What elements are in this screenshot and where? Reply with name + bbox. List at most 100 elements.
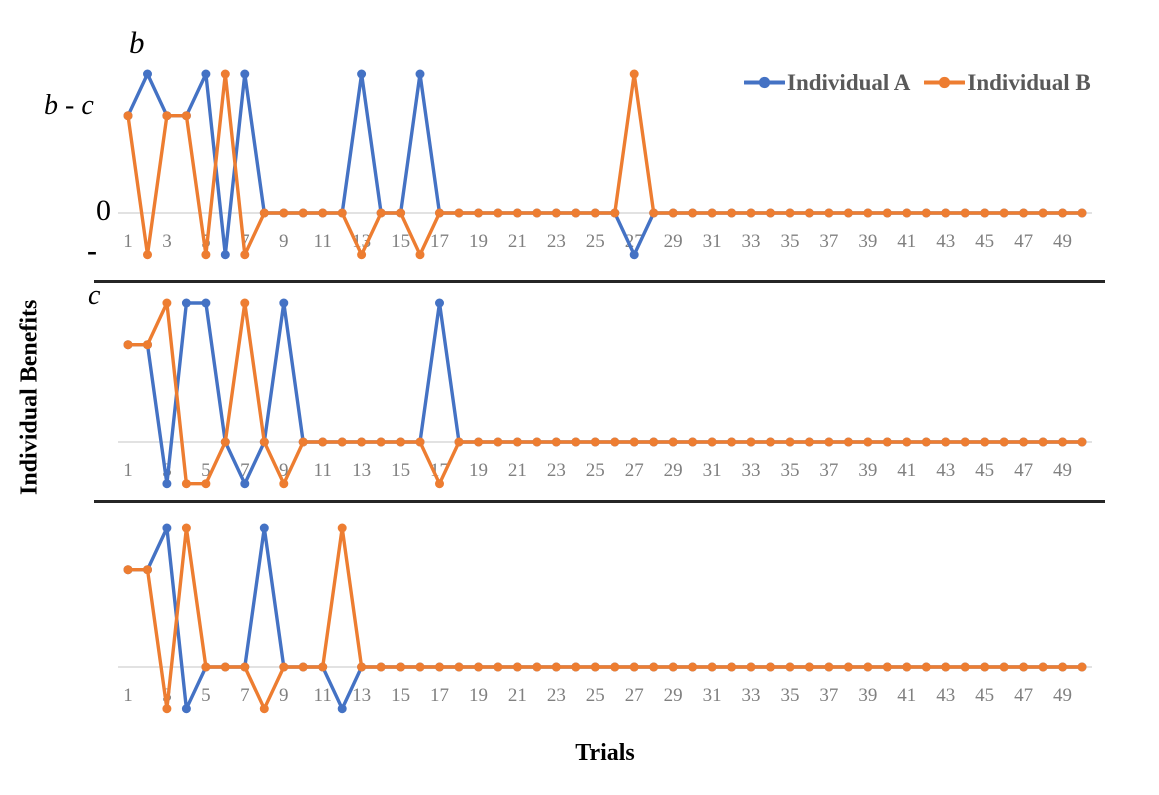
x-tick-top-1: 1 bbox=[123, 231, 133, 252]
data-point bbox=[298, 662, 308, 672]
x-tick-bottom-5: 5 bbox=[201, 685, 211, 706]
data-point bbox=[143, 340, 152, 350]
legend-marker-individual-b bbox=[924, 76, 966, 89]
data-point bbox=[688, 208, 698, 218]
x-tick-top-47: 47 bbox=[1014, 231, 1033, 252]
data-point bbox=[337, 704, 347, 714]
data-point bbox=[551, 662, 561, 672]
data-point bbox=[435, 298, 444, 308]
data-point bbox=[220, 69, 230, 79]
data-point bbox=[454, 437, 464, 447]
x-tick-middle-41: 41 bbox=[897, 460, 916, 481]
data-point bbox=[279, 208, 289, 218]
x-tick-middle-35: 35 bbox=[780, 460, 799, 481]
x-axis-title: Trials bbox=[575, 740, 635, 766]
x-tick-middle-13: 13 bbox=[352, 460, 371, 481]
data-point bbox=[863, 208, 873, 218]
x-tick-top-11: 11 bbox=[314, 231, 332, 252]
x-tick-middle-49: 49 bbox=[1053, 460, 1072, 481]
x-tick-middle-5: 5 bbox=[201, 460, 211, 481]
data-point bbox=[532, 437, 542, 447]
data-point bbox=[435, 479, 444, 489]
data-point bbox=[590, 437, 600, 447]
data-point bbox=[162, 298, 172, 308]
data-point bbox=[259, 208, 269, 218]
data-point bbox=[162, 111, 172, 121]
x-tick-bottom-23: 23 bbox=[547, 685, 566, 706]
x-tick-bottom-25: 25 bbox=[586, 685, 605, 706]
data-point bbox=[162, 704, 172, 714]
data-point bbox=[415, 69, 425, 79]
data-point bbox=[357, 662, 367, 672]
data-point bbox=[240, 250, 250, 260]
data-point bbox=[766, 662, 775, 672]
series-line-top-individual-b bbox=[126, 72, 1084, 257]
data-point bbox=[162, 479, 172, 489]
x-tick-bottom-29: 29 bbox=[664, 685, 683, 706]
data-point bbox=[201, 250, 211, 260]
data-point bbox=[999, 662, 1009, 672]
series-markers-bottom-individual-b bbox=[123, 523, 1087, 714]
x-tick-labels-top: 1 3 5 7 9 11 13 15 17 19 21 23 25 27 29 31 33 35 37 39 41 43 4… bbox=[123, 231, 1072, 252]
data-point bbox=[201, 662, 211, 672]
ytick-label-b: b bbox=[129, 25, 145, 60]
x-tick-bottom-15: 15 bbox=[391, 685, 410, 706]
x-tick-top-29: 29 bbox=[664, 231, 683, 252]
x-tick-bottom-7: 7 bbox=[240, 685, 250, 706]
ytick-label-zero: 0 bbox=[96, 194, 111, 227]
x-tick-top-25: 25 bbox=[586, 231, 605, 252]
data-point bbox=[629, 662, 639, 672]
x-tick-top-9: 9 bbox=[279, 231, 289, 252]
data-point bbox=[571, 662, 581, 672]
data-point bbox=[921, 437, 931, 447]
data-point bbox=[415, 437, 425, 447]
x-tick-middle-1: 1 bbox=[123, 460, 133, 481]
data-point bbox=[415, 250, 425, 260]
data-point bbox=[863, 437, 873, 447]
data-point bbox=[941, 662, 951, 672]
data-point bbox=[512, 662, 522, 672]
x-tick-bottom-37: 37 bbox=[819, 685, 838, 706]
data-point bbox=[843, 437, 853, 447]
data-point bbox=[882, 208, 892, 218]
x-tick-top-41: 41 bbox=[897, 231, 916, 252]
data-point bbox=[181, 704, 191, 714]
legend-label-individual-a: Individual A bbox=[787, 70, 911, 95]
x-tick-middle-39: 39 bbox=[858, 460, 877, 481]
data-point bbox=[337, 437, 347, 447]
data-point bbox=[512, 208, 522, 218]
x-tick-bottom-1: 1 bbox=[123, 685, 133, 706]
data-point bbox=[1019, 208, 1029, 218]
series-line-bottom-individual-b bbox=[126, 526, 1084, 711]
data-point bbox=[143, 250, 152, 260]
data-point bbox=[376, 662, 386, 672]
data-point bbox=[960, 437, 970, 447]
x-tick-middle-27: 27 bbox=[625, 460, 644, 481]
data-point bbox=[668, 662, 678, 672]
data-point bbox=[688, 662, 698, 672]
data-point bbox=[746, 437, 756, 447]
panel-bottom: 1 3 5 7 9 11 13 15 17 19 21 23 25 27 29 31 33 35 37 39 41 43 4… bbox=[118, 523, 1092, 714]
x-tick-top-17: 17 bbox=[430, 231, 449, 252]
data-point bbox=[863, 662, 873, 672]
data-point bbox=[201, 479, 211, 489]
data-point bbox=[240, 662, 250, 672]
data-point bbox=[1058, 662, 1068, 672]
data-point bbox=[882, 662, 892, 672]
data-point bbox=[921, 662, 931, 672]
data-point bbox=[941, 437, 951, 447]
data-point bbox=[590, 208, 600, 218]
data-point bbox=[1077, 208, 1087, 218]
panel-middle: 1 3 5 7 9 11 13 15 17 19 21 23 25 27 29 31 33 35 37 39 41 43 4… bbox=[118, 298, 1092, 489]
x-tick-bottom-49: 49 bbox=[1053, 685, 1072, 706]
data-point bbox=[435, 208, 444, 218]
data-point bbox=[220, 437, 230, 447]
ytick-label-c: c bbox=[88, 280, 101, 311]
data-point bbox=[298, 208, 308, 218]
legend-item-individual-b: Individual B bbox=[924, 71, 1091, 94]
data-point bbox=[1058, 437, 1068, 447]
x-tick-labels-middle: 1 3 5 7 9 11 13 15 17 19 21 23 25 27 29 31 33 35 37 39 41 43 4… bbox=[123, 460, 1072, 481]
data-point bbox=[279, 479, 289, 489]
x-tick-middle-9: 9 bbox=[279, 460, 289, 481]
